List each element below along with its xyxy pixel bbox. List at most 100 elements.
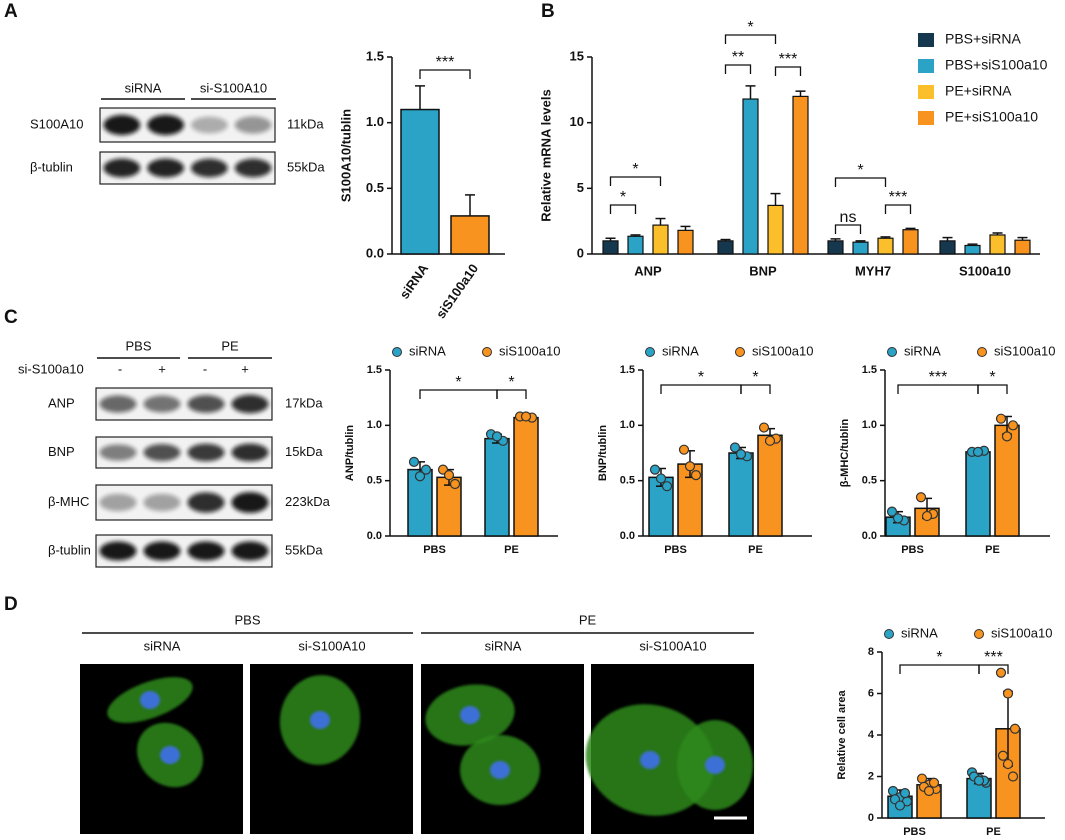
x-tick-label: PBS: [423, 544, 446, 556]
data-point: [1007, 771, 1019, 782]
significance-bracket: [978, 664, 1009, 674]
size-label: 55kDa: [287, 159, 325, 174]
y-axis-label: BNP/tublin: [597, 425, 609, 481]
data-point: [690, 470, 702, 481]
data-point: [758, 422, 770, 433]
data-point: [420, 464, 432, 475]
y-tick-label: 4: [868, 729, 875, 741]
bar: [902, 229, 919, 255]
data-point: [735, 449, 747, 460]
bar: [792, 95, 809, 255]
data-point: [649, 464, 661, 475]
band: [103, 158, 141, 178]
legend-marker: [974, 629, 984, 639]
significance-label: *: [989, 369, 995, 386]
data-point: [764, 435, 776, 446]
panel-label: C: [4, 307, 18, 328]
significance-bracket: [774, 66, 802, 76]
blot-group: si-S100A10: [200, 80, 267, 95]
size-label: 11kDa: [287, 116, 324, 131]
significance-bracket: [977, 384, 1008, 394]
legend-label: siS100a10: [499, 343, 560, 358]
data-point: [408, 456, 420, 467]
blot-group: PE: [221, 338, 239, 353]
significance-label: ***: [889, 189, 908, 206]
y-axis-label: ANP/tublin: [344, 425, 356, 481]
significance-label: ***: [984, 649, 1003, 666]
significance-bracket: [724, 34, 777, 44]
significance-label: *: [698, 369, 704, 386]
image-condition: siRNA: [485, 638, 522, 653]
y-tick-label: 1.5: [366, 48, 384, 63]
protein-label: β-tublin: [48, 542, 91, 557]
nucleus: [705, 756, 725, 774]
bar: [450, 215, 490, 255]
band: [187, 443, 225, 462]
treatment-sign: -: [203, 361, 207, 376]
legend-label: siS100a10: [752, 343, 813, 358]
band: [231, 541, 269, 561]
bar: [728, 452, 754, 537]
y-tick-label: 8: [868, 646, 874, 658]
y-tick-label: 5: [577, 180, 584, 195]
y-tick-label: 1.5: [367, 364, 382, 376]
bar: [484, 437, 510, 537]
legend-swatch: [918, 33, 934, 47]
data-point: [997, 750, 1009, 761]
y-tick-label: 0: [577, 245, 584, 260]
data-point: [995, 667, 1007, 678]
legend-label: PBS+siRNA: [945, 31, 1022, 47]
significance-label: *: [508, 374, 514, 391]
significance-bracket: [609, 204, 637, 214]
x-tick-label: PE: [504, 544, 519, 556]
significance-label: ***: [436, 54, 455, 71]
data-point: [894, 800, 906, 811]
bar: [877, 237, 894, 255]
treatment-sign: -: [118, 361, 122, 376]
bar: [742, 98, 759, 255]
significance-bracket: [609, 176, 662, 186]
band: [231, 394, 269, 414]
legend-marker: [392, 347, 402, 357]
protein-label: ANP: [48, 395, 75, 410]
treatment-sign: +: [241, 361, 249, 376]
treatment-label: si-S100a10: [18, 361, 84, 376]
protein-label: S100A10: [30, 116, 84, 131]
data-point: [995, 413, 1007, 424]
significance-label: ns: [840, 209, 857, 226]
data-point: [1007, 420, 1019, 431]
band: [143, 443, 181, 462]
significance-label: *: [752, 369, 758, 386]
y-tick-label: 6: [868, 687, 874, 699]
y-tick-label: 0.5: [862, 475, 877, 487]
nucleus: [140, 691, 160, 709]
band: [99, 444, 137, 461]
y-tick-label: 0: [868, 812, 874, 824]
blot-group: siRNA: [125, 80, 162, 95]
data-point: [449, 478, 461, 490]
data-point: [921, 510, 933, 522]
significance-label: **: [732, 49, 744, 66]
legend-swatch: [918, 59, 934, 73]
bar: [627, 235, 644, 255]
legend-label: siS100a10: [994, 343, 1055, 358]
legend-marker: [735, 347, 745, 357]
significance-label: *: [747, 19, 753, 36]
band: [103, 114, 141, 136]
treatment-sign: +: [158, 361, 166, 376]
y-tick-label: 1.0: [366, 114, 384, 129]
data-point: [443, 470, 455, 481]
band: [99, 541, 137, 561]
data-point: [678, 444, 690, 455]
data-point: [973, 775, 985, 786]
y-tick-label: 0.5: [620, 475, 635, 487]
size-label: 223kDa: [285, 494, 331, 509]
bar: [827, 240, 844, 255]
x-tick-label: PBS: [903, 826, 926, 838]
band: [234, 116, 272, 134]
y-axis-label: S100A10/tublin: [338, 109, 353, 202]
size-label: 55kDa: [285, 542, 323, 557]
y-tick-label: 0.5: [367, 475, 382, 487]
data-point: [886, 506, 898, 517]
panel-label: B: [541, 1, 555, 22]
